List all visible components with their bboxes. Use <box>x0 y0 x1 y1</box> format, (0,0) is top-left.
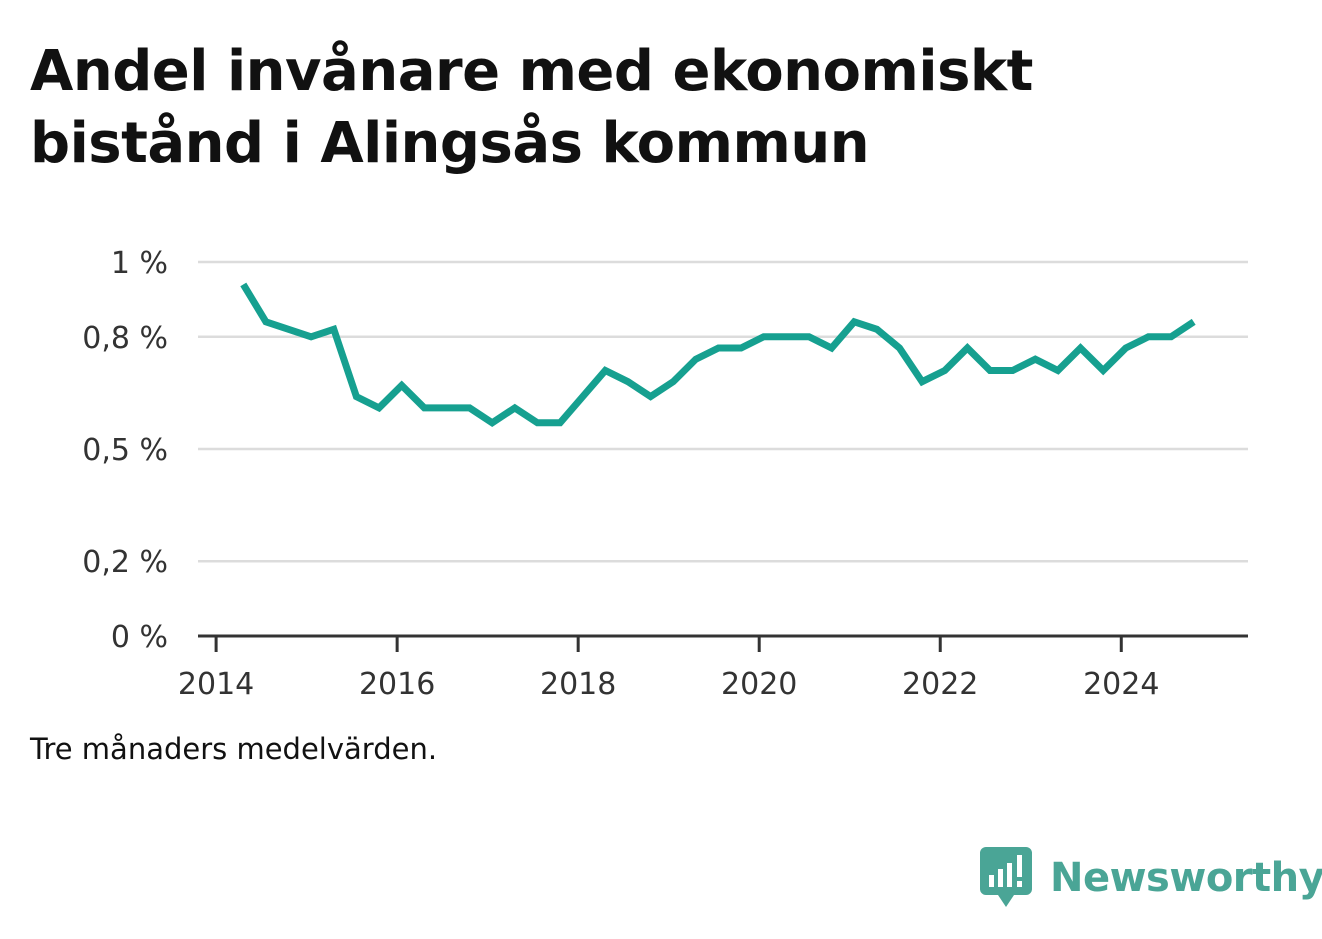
y-tick-label: 0,5 % <box>82 433 168 468</box>
y-tick-label: 0,8 % <box>82 321 168 356</box>
chart-caption: Tre månaders medelvärden. <box>30 732 438 766</box>
x-tick-label: 2020 <box>721 667 797 702</box>
newsworthy-logo: Newsworthy <box>980 846 1322 910</box>
x-tick-label: 2018 <box>540 667 616 702</box>
chart-title: Andel invånare med ekonomiskt bistånd i … <box>30 39 1033 176</box>
x-axis: 2014 2016 2018 2020 2022 2024 <box>178 634 1248 702</box>
y-tick-label: 1 % <box>111 246 168 281</box>
y-axis-labels: 0 % 0,2 % 0,5 % 0,8 % 1 % <box>82 246 168 655</box>
brand-name: Newsworthy <box>1050 855 1322 901</box>
x-tick-label: 2014 <box>178 667 254 702</box>
series-layer <box>240 282 1196 427</box>
grid-lines <box>198 260 1248 563</box>
y-tick-label: 0 % <box>111 620 168 655</box>
x-tick-label: 2022 <box>902 667 978 702</box>
x-tick-label: 2024 <box>1083 667 1159 702</box>
y-tick-label: 0,2 % <box>82 545 168 580</box>
x-tick-label: 2016 <box>359 667 435 702</box>
newsworthy-logo-icon <box>980 847 1032 907</box>
series-line <box>240 282 1196 427</box>
